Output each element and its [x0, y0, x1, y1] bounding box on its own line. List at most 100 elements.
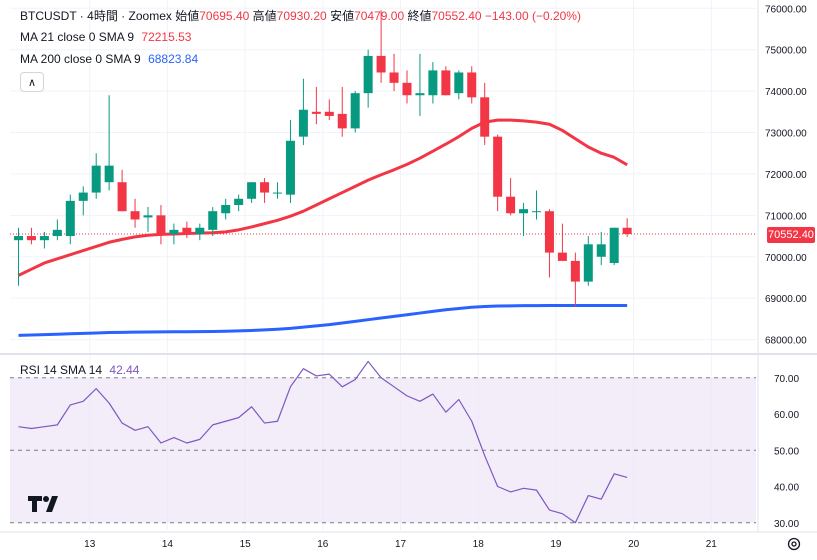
high-label: 高値 [252, 9, 277, 23]
tradingview-logo[interactable] [28, 494, 64, 520]
rsi-label: RSI 14 SMA 14 [20, 363, 103, 377]
candle-body [376, 55, 386, 73]
tradingview-logo-icon [28, 496, 58, 512]
symbol-legend: BTCUSDT · 4時間 · Zoomex 始値70695.40 高値7093… [20, 7, 581, 24]
ma21-legend[interactable]: MA 21 close 0 SMA 9 72215.53 [20, 30, 191, 44]
ma200-label: MA 200 close 0 SMA 9 [20, 52, 141, 66]
legend-separator: · [79, 9, 84, 23]
price-tick-label: 75000.00 [765, 46, 807, 57]
candle-body [78, 192, 88, 201]
time-tick-label: 19 [550, 539, 562, 550]
time-tick-label: 15 [240, 539, 252, 550]
candle-body [609, 227, 619, 263]
legend-separator: · [121, 9, 126, 23]
candle-body [273, 192, 282, 194]
candle-body [26, 236, 36, 241]
collapse-legend-button[interactable]: ∧ [20, 72, 44, 92]
chevron-up-icon: ∧ [27, 76, 37, 89]
open-value: 70695.40 [199, 9, 250, 23]
candle-body [337, 113, 347, 129]
interval-label[interactable]: 4時間 [87, 9, 118, 23]
settings-gear-icon[interactable] [786, 536, 802, 552]
ma21-line [17, 118, 628, 277]
candle-body [169, 229, 179, 234]
candle-body [117, 182, 127, 212]
candle-body [104, 165, 114, 183]
exchange-label: Zoomex [128, 9, 172, 23]
time-tick-label: 20 [628, 539, 640, 550]
low-value: 70479.00 [354, 9, 405, 23]
ma200-value: 68823.84 [148, 52, 199, 66]
candle-body [221, 204, 231, 214]
candle-body [39, 236, 49, 241]
ma21-label: MA 21 close 0 SMA 9 [20, 30, 135, 44]
price-tick-label: 68000.00 [765, 336, 807, 347]
candle-body [285, 140, 295, 195]
rsi-tick-label: 70.00 [774, 374, 799, 385]
candle-body [532, 211, 541, 213]
candle-body [156, 215, 166, 234]
candle-body [260, 182, 270, 193]
candle-body [441, 70, 451, 96]
change-value: −143.00 (−0.20%) [484, 9, 581, 23]
symbol-name[interactable]: BTCUSDT [20, 9, 77, 23]
candle-body [557, 252, 567, 261]
candle-body [402, 82, 412, 96]
rsi-value: 42.44 [109, 363, 140, 377]
candle-body [622, 227, 632, 234]
candle-body [247, 182, 257, 199]
time-tick-label: 16 [317, 539, 329, 550]
rsi-legend[interactable]: RSI 14 SMA 14 42.44 [20, 363, 139, 377]
candle-body [389, 72, 399, 83]
candle-body [493, 136, 503, 197]
candle-body [519, 209, 529, 214]
candle-body [65, 200, 75, 237]
rsi-band [10, 377, 756, 523]
ma200-legend[interactable]: MA 200 close 0 SMA 9 68823.84 [20, 52, 198, 66]
close-value: 70552.40 [431, 9, 482, 23]
candle-body [234, 198, 244, 205]
high-value: 70930.20 [276, 9, 327, 23]
candle-body [596, 244, 606, 257]
candle-body [311, 111, 321, 114]
candle-body [91, 165, 101, 193]
candle-body [298, 109, 308, 137]
candle-body [506, 196, 516, 214]
time-tick-label: 21 [706, 539, 718, 550]
candle-body [324, 111, 334, 116]
candle-body [182, 227, 192, 234]
candle-body [480, 97, 490, 137]
candle-body [363, 55, 373, 94]
open-label: 始値 [175, 9, 200, 23]
candle-body [14, 236, 23, 241]
time-tick-label: 14 [162, 539, 174, 550]
ma200-line [18, 303, 628, 337]
time-tick-label: 18 [473, 539, 485, 550]
candle-body [52, 229, 62, 237]
price-tick-label: 71000.00 [765, 211, 807, 222]
last-price-tag: 70552.40 [767, 227, 815, 243]
candle-body [195, 227, 205, 234]
candle-body [130, 211, 140, 220]
rsi-tick-label: 40.00 [774, 483, 799, 494]
rsi-tick-label: 30.00 [774, 519, 799, 530]
candle-body [454, 72, 464, 94]
price-tick-label: 76000.00 [765, 4, 807, 15]
price-tick-label: 74000.00 [765, 87, 807, 98]
candle-body [143, 215, 153, 218]
time-tick-label: 17 [395, 539, 407, 550]
candle-body [208, 211, 218, 230]
candle-body [544, 211, 554, 253]
price-tick-label: 72000.00 [765, 170, 807, 181]
price-tick-label: 73000.00 [765, 129, 807, 140]
time-tick-label: 13 [84, 539, 96, 550]
rsi-tick-label: 50.00 [774, 446, 799, 457]
rsi-line [18, 360, 628, 524]
candle-body [583, 244, 593, 282]
rsi-tick-label: 60.00 [774, 410, 799, 421]
candle-body [428, 70, 438, 96]
candle-body [467, 72, 477, 98]
candle-body [415, 93, 425, 96]
ma21-value: 72215.53 [141, 30, 192, 44]
